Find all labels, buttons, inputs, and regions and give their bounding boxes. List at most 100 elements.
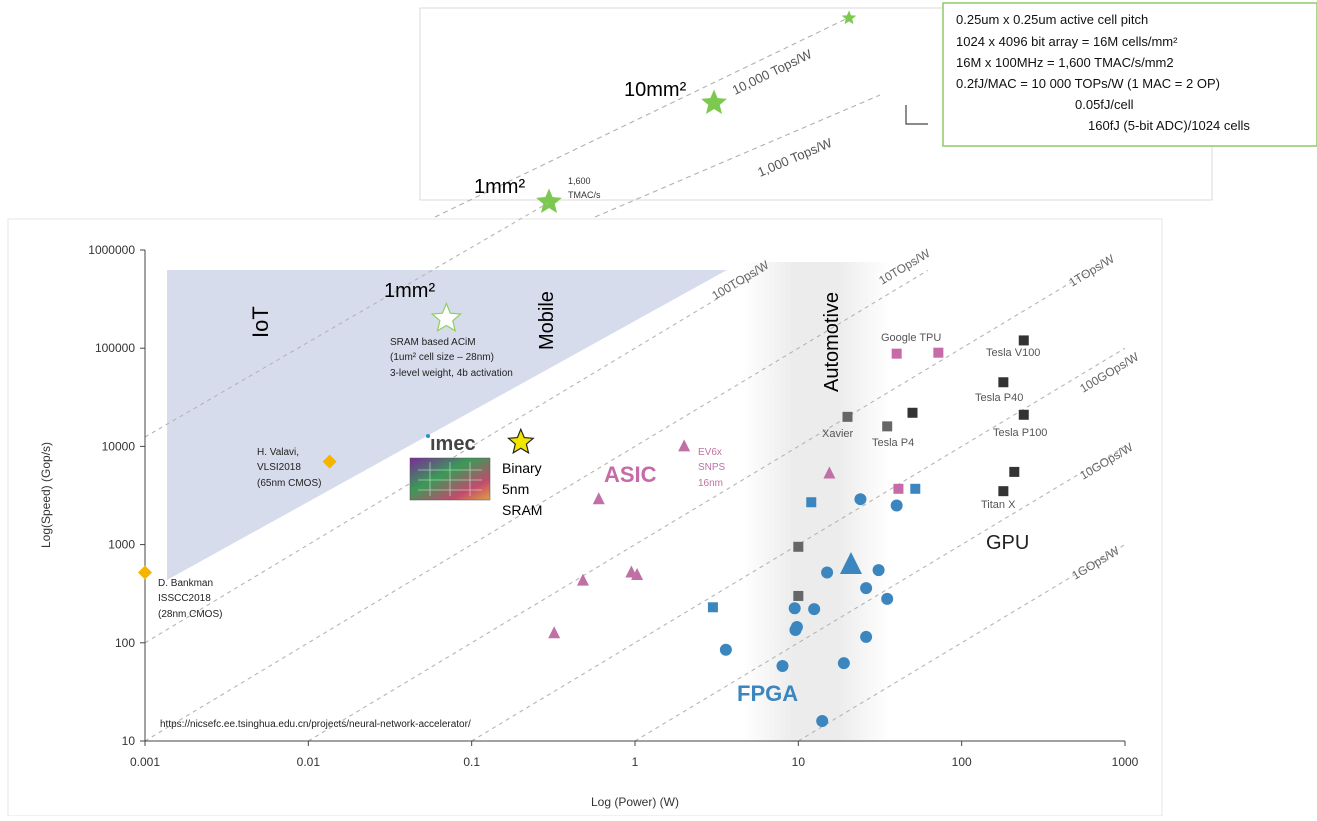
tesla-p100-label: Tesla P100 (993, 427, 1047, 439)
y-tick-label: 10 (122, 734, 136, 748)
point-asic-square (891, 348, 902, 359)
point-fpga (860, 630, 873, 643)
point-fpga (788, 602, 801, 615)
point-asic (548, 626, 561, 639)
bankman-line-2: ISSCC2018 (158, 593, 211, 604)
tesla-p4-label: Tesla P4 (872, 437, 914, 449)
point-gpu-gray (842, 411, 853, 422)
inset-star (701, 89, 727, 114)
inset-bracket-icon (905, 105, 928, 125)
ev6x-line-3: 16nm (698, 478, 723, 489)
point-asic (576, 573, 589, 586)
point-gpu-gray (793, 541, 804, 552)
annotated-point-1mm (430, 302, 463, 333)
xavier-label: Xavier (822, 428, 854, 440)
point-fpga (816, 714, 829, 727)
point-fpga (776, 660, 789, 673)
y-tick-label: 1000 (108, 538, 135, 552)
google-tpu-label: Google TPU (881, 332, 941, 344)
inset-line-1000 (594, 94, 881, 218)
info-line-2: 1024 x 4096 bit array = 16M cells/mm² (956, 34, 1178, 49)
acim-title: 1mm² (384, 280, 435, 302)
y-tick-label: 100000 (95, 341, 135, 355)
info-line-3: 16M x 100MHz = 1,600 TMAC/s/mm2 (956, 55, 1174, 70)
point-asic (823, 466, 836, 479)
x-tick-label: 0.1 (463, 755, 480, 769)
asic-label: ASIC (604, 462, 657, 487)
efficiency-line-extension (144, 202, 549, 438)
inset-panel: 10,000 Tops/W 1,000 Tops/W 10mm² 1mm² 1,… (419, 2, 1317, 218)
inset-tmac-line1: 1,600 (568, 176, 591, 186)
efficiency-line (471, 347, 1126, 742)
inset-star (536, 188, 562, 213)
titan-x-label: Titan X (981, 499, 1016, 511)
valavi-line-1: H. Valavi, (257, 447, 299, 458)
annotated-point-d (138, 565, 152, 580)
point-asic (678, 439, 691, 452)
tesla-v100-label: Tesla V100 (986, 347, 1040, 359)
point-gpu (1018, 335, 1029, 346)
point-fpga-large (839, 551, 862, 574)
imec-logo-text: ımec (430, 433, 476, 455)
point-gpu-gray (882, 421, 893, 432)
x-tick-label: 10 (792, 755, 806, 769)
imec-logo: ımec (426, 433, 476, 455)
point-fpga (719, 643, 732, 656)
point-asic (592, 492, 605, 505)
point-gpu (998, 377, 1009, 388)
info-box (942, 2, 1317, 147)
point-fpga (881, 592, 894, 605)
x-tick-label: 0.001 (130, 755, 160, 769)
point-fpga (854, 493, 867, 506)
binary-line-2: 5nm (502, 481, 529, 497)
efficiency-line (308, 269, 1092, 742)
point-asic (631, 568, 644, 581)
info-line-4: 0.2fJ/MAC = 10 000 TOPs/W (1 MAC = 2 OP) (956, 76, 1220, 91)
acim-line-2: (1um² cell size – 28nm) (390, 352, 494, 363)
point-fpga (789, 624, 802, 637)
annotated-point-binary (507, 427, 535, 455)
iot-label: IoT (248, 306, 273, 338)
point-gpu (907, 407, 918, 418)
point-fpga-square (910, 483, 921, 494)
ev6x-line-2: SNPS (698, 462, 726, 473)
efficiency-line (144, 269, 765, 644)
inset-1mm-label: 1mm² (474, 176, 525, 198)
valavi-line-2: VLSI2018 (257, 462, 301, 473)
ev6x-line-1: EV6x (698, 447, 722, 458)
point-fpga (890, 499, 903, 512)
x-tick-label: 1 (632, 755, 639, 769)
iot-mobile-region (167, 270, 727, 580)
x-axis-label: Log (Power) (W) (591, 795, 679, 809)
x-tick-label: 1000 (1112, 755, 1139, 769)
point-fpga (821, 566, 834, 579)
valavi-line-3: (65nm CMOS) (257, 478, 321, 489)
point-gpu-gray (793, 590, 804, 601)
info-line-5: 0.05fJ/cell (1075, 97, 1134, 112)
point-gpu (998, 486, 1009, 497)
point-fpga (872, 564, 885, 577)
y-tick-label: 100 (115, 636, 135, 650)
gpu-label: GPU (986, 532, 1029, 554)
inset-star (841, 10, 857, 25)
binary-line-1: Binary (502, 460, 542, 476)
source-url: https://nicsefc.ee.tsinghua.edu.cn/proje… (160, 719, 471, 730)
mobile-label: Mobile (536, 291, 558, 350)
bankman-line-3: (28nm CMOS) (158, 609, 222, 620)
y-tick-label: 10000 (102, 439, 136, 453)
point-gpu (1009, 466, 1020, 477)
y-tick-label: 1000000 (88, 243, 135, 257)
tesla-p40-label: Tesla P40 (975, 392, 1023, 404)
fpga-label: FPGA (737, 681, 798, 706)
acim-line-1: SRAM based ACiM (390, 337, 476, 348)
efficiency-line (144, 269, 929, 742)
point-asic-square (893, 483, 904, 494)
info-line-6: 160fJ (5-bit ADC)/1024 cells (1088, 118, 1250, 133)
acim-line-3: 3-level weight, 4b activation (390, 368, 513, 379)
inset-10mm-label: 10mm² (624, 79, 687, 101)
point-fpga (808, 603, 821, 616)
info-line-1: 0.25um x 0.25um active cell pitch (956, 12, 1148, 27)
y-axis-label: Log(Speed) (Gop/s) (39, 442, 53, 548)
